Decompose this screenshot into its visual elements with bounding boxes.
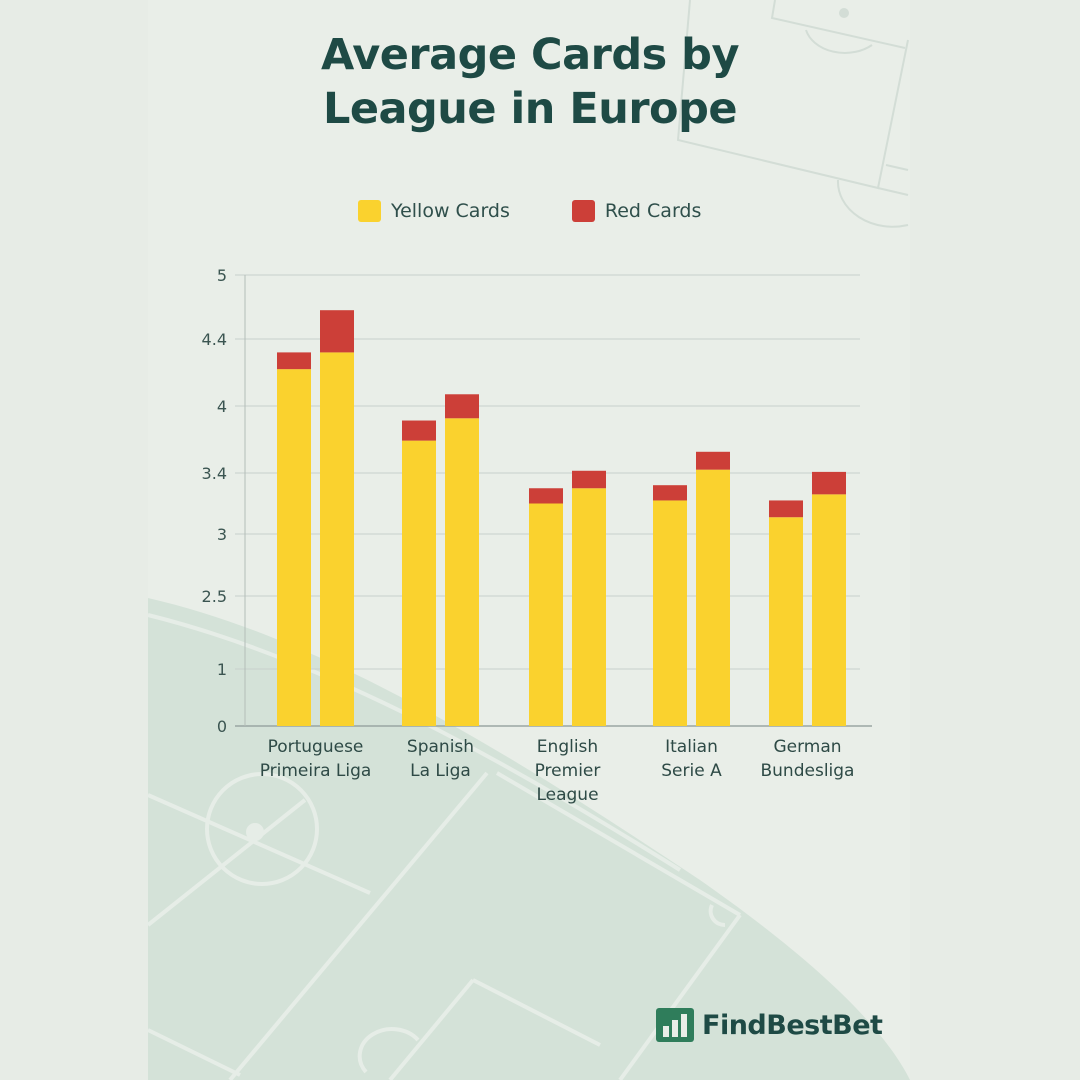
- bar-red-cards: [653, 485, 687, 501]
- x-category-label: Primeira Liga: [260, 761, 372, 781]
- x-category-label: English: [537, 737, 598, 757]
- legend-label-red: Red Cards: [604, 200, 702, 222]
- bar-red-cards: [529, 488, 563, 504]
- bar-chart-logo-icon: [656, 1008, 694, 1042]
- x-category-label: Italian: [665, 737, 718, 757]
- bar-yellow-cards: [445, 418, 479, 726]
- x-category-label: League: [536, 785, 598, 805]
- x-category-label: Portuguese: [268, 737, 364, 757]
- legend: Yellow Cards Red Cards: [358, 198, 701, 224]
- brand-name: FindBestBet: [702, 1009, 883, 1041]
- legend-swatch-yellow: [358, 200, 381, 222]
- bar-red-cards: [445, 394, 479, 419]
- x-category-label: Spanish: [407, 737, 474, 757]
- bar-yellow-cards: [769, 517, 803, 726]
- bar-red-cards: [320, 310, 354, 353]
- y-tick-label: 4.4: [202, 330, 227, 349]
- bar-red-cards: [769, 500, 803, 518]
- bar-red-cards: [696, 451, 730, 470]
- y-axis: 0 1 2.5 3 3.4 4 4.4 5: [202, 266, 872, 736]
- bar-yellow-cards: [812, 494, 846, 726]
- bars: [277, 310, 846, 726]
- bar-yellow-cards: [572, 488, 606, 726]
- x-category-label: Bundesliga: [761, 761, 855, 781]
- title-line-2: League in Europe: [322, 84, 738, 134]
- x-category-label: German: [773, 737, 841, 757]
- y-tick-label: 4: [217, 397, 227, 416]
- x-category-label: Serie A: [661, 761, 722, 781]
- bar-yellow-cards: [529, 503, 563, 726]
- bar-yellow-cards: [653, 500, 687, 726]
- x-category-label: Premier: [535, 761, 601, 781]
- y-tick-label: 1: [217, 660, 227, 679]
- bar-yellow-cards: [696, 469, 730, 726]
- pitch-lines-top-right: [676, 0, 909, 228]
- bar-red-cards: [812, 471, 846, 495]
- y-tick-label: 0: [217, 717, 227, 736]
- bar-yellow-cards: [277, 369, 311, 726]
- brand-logo: FindBestBet: [656, 1008, 883, 1042]
- legend-label-yellow: Yellow Cards: [391, 200, 510, 222]
- legend-item-red: Red Cards: [571, 200, 702, 222]
- x-category-label: La Liga: [410, 761, 471, 781]
- bar-red-cards: [277, 352, 311, 370]
- y-tick-label: 3: [217, 525, 227, 544]
- y-tick-label: 5: [217, 266, 227, 285]
- bar-red-cards: [402, 420, 436, 441]
- chart-title: Average Cards by League in Europe: [0, 28, 1060, 136]
- y-tick-label: 2.5: [202, 587, 227, 606]
- x-axis-labels: Portuguese Primeira Liga Spanish La Liga Eng…: [260, 737, 855, 805]
- bar-red-cards: [572, 470, 606, 489]
- bar-yellow-cards: [402, 440, 436, 726]
- legend-swatch-red: [571, 200, 595, 222]
- y-tick-label: 3.4: [202, 464, 227, 483]
- bar-yellow-cards: [320, 352, 354, 726]
- legend-item-yellow: Yellow Cards: [358, 200, 510, 222]
- title-line-1: Average Cards by: [320, 30, 740, 80]
